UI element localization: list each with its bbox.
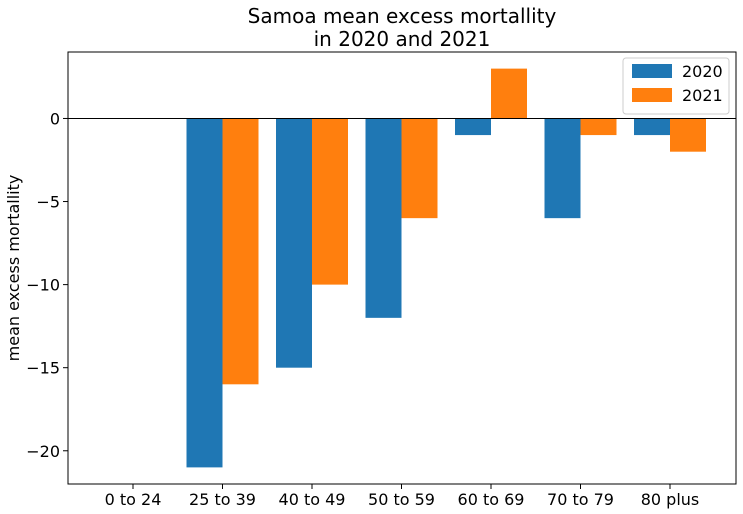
x-tick-label: 0 to 24 [105,490,162,509]
x-tick-label: 80 plus [641,490,700,509]
bar-2021-50-to-59 [401,118,438,219]
bar-2021-40-to-49 [312,118,348,285]
bars-layer [186,68,706,468]
x-axis-ticks: 0 to 24 25 to 39 40 to 49 50 to 59 60 to 69 7… [105,484,700,509]
x-tick-label: 60 to 69 [458,490,525,509]
legend-swatch-2020 [632,64,672,78]
legend-label-2020: 2020 [682,62,723,81]
chart-title-line-1: Samoa mean excess mortallity [248,4,557,28]
bar-2020-50-to-59 [365,118,402,318]
chart-title-line-2: in 2020 and 2021 [314,27,491,51]
bar-2020-60-to-69 [455,118,491,136]
x-tick-label: 70 to 79 [547,490,614,509]
bar-2021-60-to-69 [491,68,527,119]
x-tick-label: 40 to 49 [279,490,346,509]
y-tick-label: −5 [36,193,60,212]
bar-2021-80-plus [670,118,706,152]
bar-2021-25-to-39 [222,118,259,385]
bar-2021-70-to-79 [580,118,617,136]
y-axis-ticks: 0 −5 −10 −15 −20 [26,109,68,461]
bar-2020-70-to-79 [544,118,581,219]
legend: 2020 2021 [622,57,730,115]
bar-2020-25-to-39 [186,118,223,468]
y-tick-label: −20 [26,442,60,461]
legend-label-2021: 2021 [682,86,723,105]
y-tick-label: 0 [50,109,60,128]
legend-swatch-2021 [632,88,672,102]
bar-2020-40-to-49 [276,118,312,368]
y-axis-label: mean excess mortallity [4,175,23,362]
y-tick-label: −10 [26,276,60,295]
y-tick-label: −15 [26,359,60,378]
plot-area [67,51,737,485]
bar-2020-80-plus [634,118,670,136]
x-tick-label: 50 to 59 [368,490,435,509]
x-tick-label: 25 to 39 [189,490,256,509]
